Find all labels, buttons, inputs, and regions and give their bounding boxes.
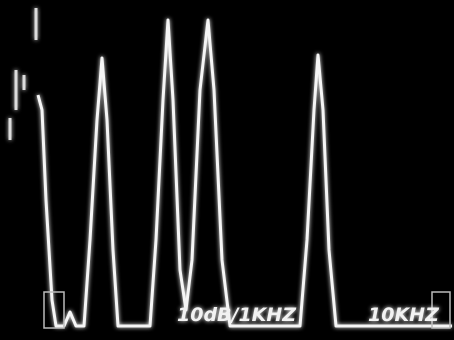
edge-artifacts	[8, 8, 38, 140]
spectrum-trace	[36, 18, 452, 328]
span-label: 10KHZ	[368, 304, 440, 326]
markers	[43, 291, 451, 329]
scale-label: 10dB/1KHZ	[177, 304, 297, 326]
